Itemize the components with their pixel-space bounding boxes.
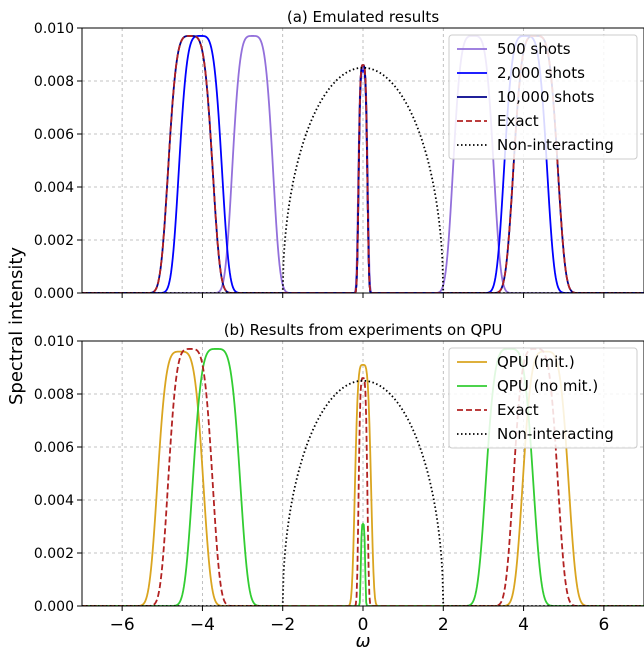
- panel-b: −6 −4 −2 0 2 4 6 0.000 0.002 0.004 0.006 0.008 0.010…: [34, 321, 644, 635]
- panel-a-y-tick-label: 0.008: [34, 74, 74, 90]
- panel-b-y-tick-label: 0.000: [34, 599, 74, 615]
- panel-a-y-tick-label: 0.002: [34, 233, 74, 249]
- panel-b-y-tick-label: 0.010: [34, 334, 74, 350]
- panel-a-title: (a) Emulated results: [287, 8, 439, 26]
- panel-a-y-tick-label: 0.010: [34, 21, 74, 37]
- panel-a-legend-label: 2,000 shots: [497, 64, 585, 82]
- panel-b-x-tick-label: −6: [110, 615, 135, 635]
- panel-a-legend: [448, 34, 638, 160]
- panel-b-legend-label: QPU (no mit.): [497, 377, 598, 395]
- panel-b-legend: [448, 347, 638, 449]
- panel-b-x-tick-label: 4: [518, 615, 529, 635]
- panel-a-y-tick-label: 0.004: [34, 180, 74, 196]
- panel-a-y-tick-label: 0.006: [34, 127, 74, 143]
- panel-b-y-tick-label: 0.006: [34, 440, 74, 456]
- panel-b-title: (b) Results from experiments on QPU: [224, 321, 503, 339]
- panel-b-y-tick-label: 0.004: [34, 493, 74, 509]
- panel-a-legend-label: Exact: [497, 112, 539, 130]
- panel-b-legend-label: Non-interacting: [497, 425, 614, 443]
- panel-b-x-tick-label: 6: [598, 615, 609, 635]
- panel-a-legend-label: Non-interacting: [497, 136, 614, 154]
- panel-b-x-tick-label: 2: [438, 615, 449, 635]
- panel-b-x-tick-label: −2: [270, 615, 295, 635]
- panel-b-legend-label: QPU (mit.): [497, 353, 575, 371]
- panel-a-y-tick-label: 0.000: [34, 286, 74, 302]
- panel-b-y-tick-label: 0.008: [34, 387, 74, 403]
- panel-a: 0.000 0.002 0.004 0.006 0.008 0.010 (a) Emulat…: [34, 8, 644, 302]
- y-axis-label: Spectral intensity: [6, 247, 27, 405]
- panel-a-series-2-line: [82, 35, 644, 293]
- panel-a-series-1-line: [82, 35, 644, 293]
- panel-b-legend-label: Exact: [497, 401, 539, 419]
- panel-a-legend-label: 500 shots: [497, 40, 571, 58]
- panel-b-x-tick-label: −4: [190, 615, 215, 635]
- panel-b-x-tick-label: 0: [358, 615, 369, 635]
- panel-b-y-tick-label: 0.002: [34, 546, 74, 562]
- x-axis-label: ω: [355, 631, 370, 652]
- panel-a-legend-label: 10,000 shots: [497, 88, 595, 106]
